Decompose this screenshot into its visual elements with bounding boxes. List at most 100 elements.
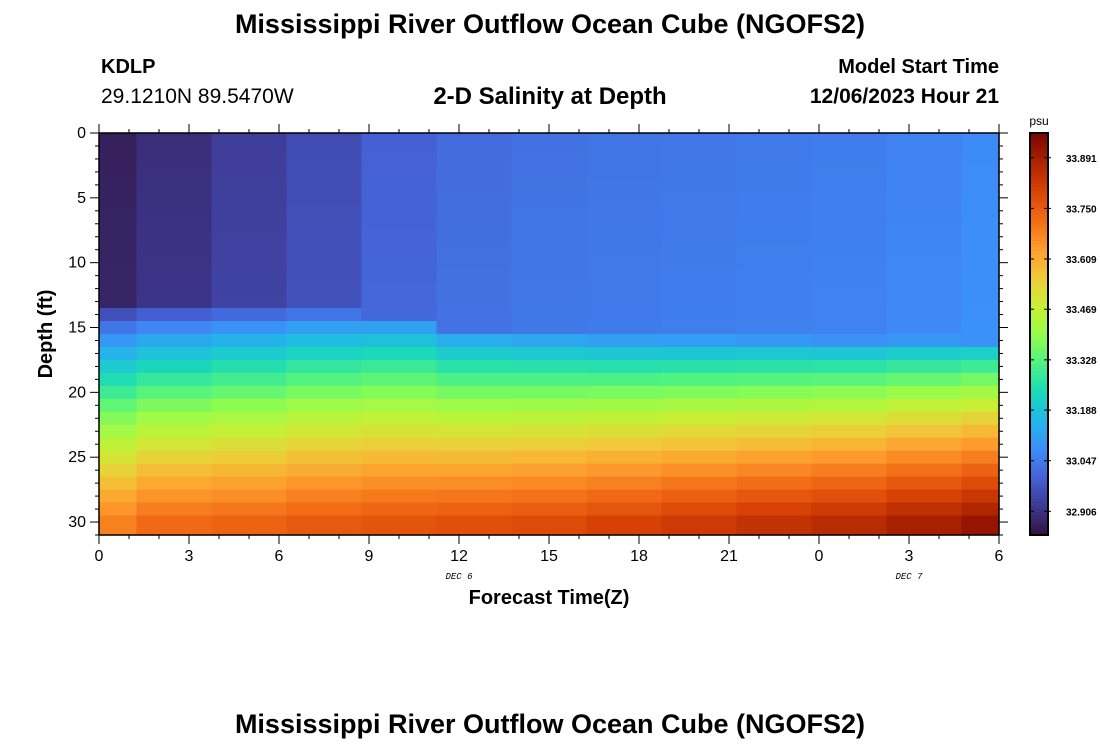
heatmap-cell: [661, 515, 738, 536]
heatmap-cell: [211, 450, 288, 465]
x-tick-label: 12: [450, 548, 468, 565]
heatmap-cell: [811, 515, 888, 536]
heatmap-cell: [136, 204, 213, 218]
colorbar-segment: [1030, 334, 1048, 338]
heatmap-cell: [811, 385, 888, 400]
heatmap-cell: [361, 463, 438, 478]
colorbar-segment: [1030, 374, 1048, 379]
colorbar-segment: [1030, 307, 1048, 312]
colorbar-segment: [1030, 444, 1048, 449]
colorbar-tick-label: 33.328: [1066, 356, 1097, 367]
colorbar-segment: [1030, 139, 1048, 144]
heatmap-cell: [286, 204, 363, 218]
colorbar-segment: [1030, 454, 1048, 459]
colorbar-segment: [1030, 263, 1048, 268]
heatmap-cell: [286, 346, 363, 361]
colorbar-segment: [1030, 367, 1048, 372]
heatmap-cell: [961, 178, 1000, 192]
heatmap-cell: [136, 346, 213, 361]
colorbar-segment: [1030, 277, 1048, 281]
heatmap-cell: [136, 372, 213, 387]
colorbar-segment: [1030, 243, 1048, 248]
heatmap-cell: [286, 372, 363, 387]
heatmap-cell: [136, 502, 213, 517]
colorbar-segment: [1030, 260, 1048, 265]
heatmap-cell: [586, 372, 663, 387]
colorbar-segment: [1030, 441, 1048, 446]
heatmap-cell: [286, 437, 363, 452]
heatmap-cell: [511, 165, 588, 179]
heatmap-cell: [286, 139, 363, 154]
colorbar-segment: [1030, 283, 1048, 288]
colorbar-segment: [1030, 404, 1048, 409]
colorbar-segment: [1030, 179, 1048, 184]
colorbar-segment: [1030, 220, 1048, 225]
heatmap-cell: [736, 398, 813, 413]
colorbar-segment: [1030, 508, 1048, 513]
colorbar-segment: [1030, 230, 1048, 235]
heatmap-cell: [886, 411, 963, 426]
colorbar-segment: [1030, 300, 1048, 305]
x-tick-label: 3: [905, 548, 914, 565]
heatmap-cell: [736, 321, 813, 335]
colorbar-segment: [1030, 200, 1048, 204]
heatmap-cell: [361, 321, 438, 335]
heatmap-cell: [961, 152, 1000, 167]
colorbar-segment: [1030, 434, 1048, 439]
heatmap-cell: [661, 282, 738, 296]
colorbar-tick-label: 33.188: [1066, 406, 1097, 417]
heatmap-cell: [361, 308, 438, 322]
heatmap-cell: [286, 282, 363, 296]
heatmap-cell: [811, 178, 888, 192]
heatmap-cell: [736, 269, 813, 283]
colorbar-segment: [1030, 347, 1048, 352]
heatmap-cell: [661, 450, 738, 465]
colorbar-segment: [1030, 364, 1048, 369]
heatmap-cell: [436, 133, 513, 141]
x-tick-label: 6: [995, 548, 1004, 565]
heatmap-cell: [361, 476, 438, 491]
heatmap-cell: [811, 450, 888, 465]
heatmap-cell: [211, 334, 288, 348]
heatmap-cell: [286, 243, 363, 257]
heatmap-cell: [886, 308, 963, 322]
chart-subtitle: 2-D Salinity at Depth: [433, 83, 667, 110]
heatmap-cell: [436, 489, 513, 504]
colorbar-segment: [1030, 457, 1048, 462]
heatmap-cell: [736, 359, 813, 374]
colorbar-segment: [1030, 246, 1048, 251]
heatmap-cell: [586, 217, 663, 231]
colorbar-segment: [1030, 250, 1048, 255]
heatmap-cell: [661, 385, 738, 400]
heatmap-cell: [211, 346, 288, 361]
colorbar-segment: [1030, 350, 1048, 355]
colorbar-segment: [1030, 320, 1048, 325]
heatmap-cell: [99, 256, 138, 270]
heatmap-cell: [286, 476, 363, 491]
heatmap-cell: [661, 411, 738, 426]
heatmap-cell: [511, 502, 588, 517]
heatmap-cell: [361, 385, 438, 400]
heatmap-cell: [586, 191, 663, 205]
heatmap-cell: [811, 152, 888, 167]
heatmap-cell: [661, 178, 738, 192]
heatmap-cell: [436, 346, 513, 361]
heatmap-cell: [136, 476, 213, 491]
colorbar-segment: [1030, 203, 1048, 208]
heatmap-cell: [736, 502, 813, 517]
heatmap-cell: [99, 152, 138, 167]
heatmap-cell: [511, 308, 588, 322]
colorbar-segment: [1030, 236, 1048, 241]
colorbar-segment: [1030, 498, 1048, 503]
heatmap-cell: [661, 204, 738, 218]
colorbar-segment: [1030, 223, 1048, 228]
heatmap-cell: [811, 217, 888, 231]
heatmap-cell: [661, 191, 738, 205]
heatmap-cell: [586, 346, 663, 361]
heatmap-cell: [961, 398, 1000, 413]
heatmap-cell: [961, 411, 1000, 426]
heatmap-cell: [211, 359, 288, 374]
heatmap-cell: [286, 308, 363, 322]
heatmap-cell: [736, 243, 813, 257]
heatmap-cell: [661, 334, 738, 348]
